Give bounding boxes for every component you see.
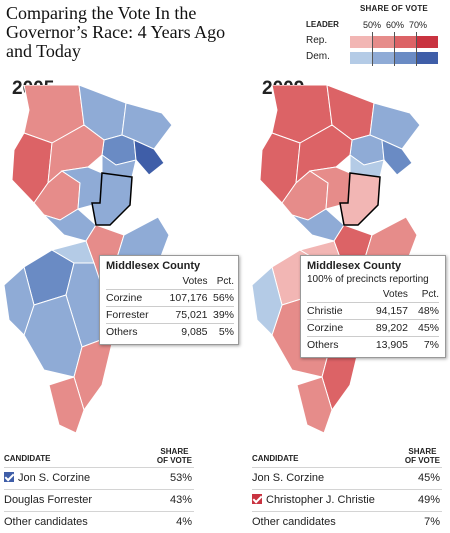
county-region[interactable] <box>381 139 413 176</box>
candidate-row: Douglas Forrester 43% <box>4 489 194 511</box>
share-column-header: SHARE OF VOTE <box>404 447 440 465</box>
county-region[interactable] <box>133 139 165 176</box>
popup-row: Others 9,085 5% <box>106 323 234 340</box>
legend-share-label: SHARE OF VOTE <box>360 4 428 13</box>
county-popup-2009: Middlesex County 100% of precincts repor… <box>300 255 446 358</box>
legend-rep-label: Rep. <box>306 35 328 46</box>
candidate-row: Other candidates 4% <box>4 511 194 533</box>
county-region[interactable] <box>48 376 85 434</box>
popup-pct-header: Pct. <box>216 276 234 287</box>
popup-row: Christie 94,157 48% <box>307 302 439 320</box>
county-region[interactable] <box>349 154 385 178</box>
legend-tick-70: 70% <box>409 20 428 30</box>
legend-leader-label: LEADER <box>306 20 339 29</box>
candidate-row: Christopher J. Christie 49% <box>252 489 442 511</box>
popup-votes-header: Votes <box>182 276 208 287</box>
county-popup-2005: Middlesex County Votes Pct. Corzine 107,… <box>99 255 239 345</box>
popup-row: Corzine 107,176 56% <box>106 289 234 307</box>
candidate-table-2009: CANDIDATE SHARE OF VOTE Jon S. Corzine 4… <box>252 443 442 533</box>
county-region[interactable] <box>4 266 35 336</box>
county-region[interactable] <box>101 154 137 178</box>
winner-check-icon <box>252 494 262 504</box>
legend: SHARE OF VOTE LEADER 50% 60% 70% Rep. De… <box>300 4 448 66</box>
candidate-table-2005: CANDIDATE SHARE OF VOTE Jon S. Corzine 5… <box>4 443 194 533</box>
candidate-row: Jon S. Corzine 45% <box>252 467 442 489</box>
legend-dem-scale <box>350 52 438 64</box>
popup-pct-header: Pct. <box>421 289 439 300</box>
popup-county-name: Middlesex County <box>307 260 402 272</box>
legend-tick-60: 60% <box>386 20 405 30</box>
popup-row: Forrester 75,021 39% <box>106 306 234 324</box>
candidate-row: Jon S. Corzine 53% <box>4 467 194 489</box>
winner-check-icon <box>4 472 14 482</box>
candidate-row: Other candidates 7% <box>252 511 442 533</box>
legend-rep-scale <box>350 36 438 48</box>
popup-precincts-reporting: 100% of precincts reporting <box>307 274 429 285</box>
county-region[interactable] <box>252 266 283 336</box>
county-middlesex[interactable] <box>91 172 133 226</box>
popup-votes-header: Votes <box>382 289 408 300</box>
legend-tick-50: 50% <box>363 20 382 30</box>
candidate-column-header: CANDIDATE <box>252 454 299 463</box>
county-region[interactable] <box>296 376 333 434</box>
candidate-column-header: CANDIDATE <box>4 454 51 463</box>
map-2005 <box>4 85 173 434</box>
popup-county-name: Middlesex County <box>106 260 201 272</box>
page-title: Comparing the Vote In the Governor’s Rac… <box>6 3 226 61</box>
county-middlesex[interactable] <box>339 172 381 226</box>
popup-row: Others 13,905 7% <box>307 336 439 353</box>
share-column-header: SHARE OF VOTE <box>156 447 192 465</box>
popup-row: Corzine 89,202 45% <box>307 319 439 337</box>
legend-dem-label: Dem. <box>306 51 330 62</box>
